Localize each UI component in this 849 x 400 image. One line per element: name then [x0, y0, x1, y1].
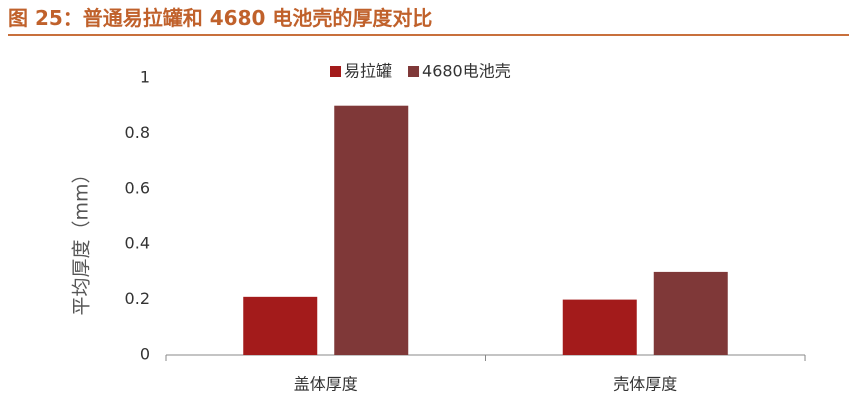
- bar: [562, 299, 637, 355]
- y-axis-label: 平均厚度（mm）: [71, 164, 93, 315]
- chart-title: 图 25：普通易拉罐和 4680 电池壳的厚度对比: [8, 4, 849, 36]
- y-tick-label: 0.6: [125, 178, 150, 197]
- y-tick-label: 1: [140, 68, 150, 87]
- legend-swatch: [330, 66, 341, 77]
- bar: [243, 296, 318, 355]
- y-tick-label: 0.4: [125, 234, 150, 253]
- legend-label: 4680电池壳: [422, 62, 511, 81]
- y-tick-label: 0.2: [125, 289, 150, 308]
- x-tick-label: 盖体厚度: [294, 375, 358, 394]
- y-tick-label: 0: [140, 345, 150, 364]
- y-tick-label: 0.8: [125, 123, 150, 142]
- bar: [653, 271, 728, 355]
- legend-swatch: [408, 66, 420, 77]
- bar: [334, 105, 409, 355]
- legend-label: 易拉罐: [344, 62, 392, 81]
- x-tick-label: 壳体厚度: [613, 375, 677, 394]
